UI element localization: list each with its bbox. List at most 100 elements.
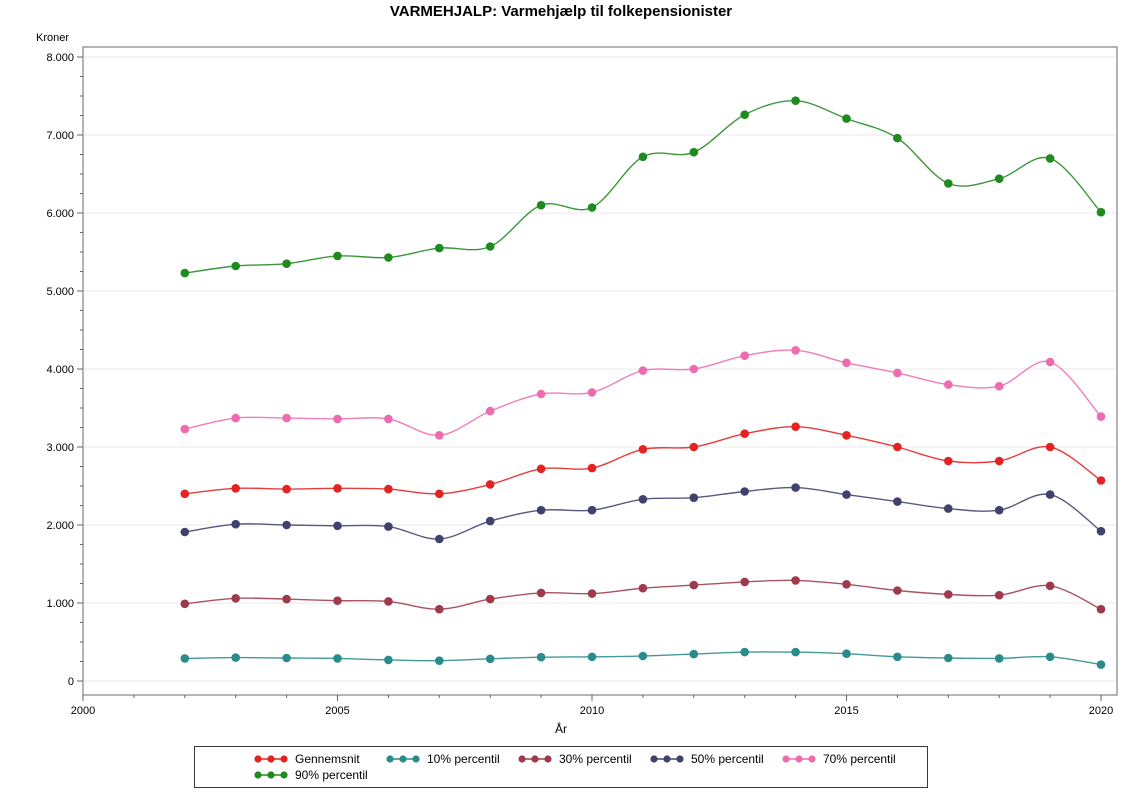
series-90-percentil [180,96,1106,278]
y-axis-title: Kroner [36,32,70,44]
legend-label: 90% percentil [295,768,368,782]
data-point [740,429,749,439]
data-point [1045,442,1055,452]
series-50-percentil [180,483,1106,544]
data-point [587,203,597,212]
data-point [740,647,749,657]
data-point [1045,154,1055,163]
data-point [231,413,240,423]
x-tick-label: 2000 [71,705,95,717]
data-point [994,381,1004,391]
data-point [384,253,393,262]
series-line [184,425,1102,495]
data-point [485,480,495,489]
data-point [791,576,800,585]
data-point [893,586,902,595]
legend-marker-icon [650,755,684,763]
data-point [1045,581,1055,591]
line-chart-plot-area: 0 1.000 2.000 3.000 4.000 5.000 6.000 7.000 8.00… [46,46,1118,717]
data-point [689,364,699,374]
data-point [485,654,495,664]
y-tick-label: 1.000 [46,598,74,610]
y-tick-label: 6.000 [46,208,74,220]
data-point [842,649,851,658]
data-point [231,484,240,493]
data-point [485,594,495,604]
data-point [842,431,851,440]
data-point [994,456,1004,466]
legend-marker-icon [518,755,552,763]
data-point [384,484,393,494]
data-point [1096,660,1106,669]
data-point [587,589,597,598]
data-point [791,483,800,492]
data-point [282,594,291,604]
data-point [842,114,851,123]
data-point [1096,604,1106,614]
data-point [893,497,902,506]
data-point [740,351,749,361]
legend-item-50-percentil: 50% percentil [649,751,781,767]
data-point [994,505,1004,515]
legend-label: 30% percentil [559,752,632,766]
data-point [638,651,648,661]
series-70-percentil [180,346,1106,440]
legend-label: Gennemsnit [295,752,360,766]
data-point [740,110,749,119]
series-line [184,99,1102,274]
data-point [1045,357,1055,367]
chart-legend: Gennemsnit 10% percentil 30% percentil 50% … [194,746,928,788]
data-point [1096,526,1106,536]
data-point [180,424,190,434]
data-point [1045,652,1055,662]
data-point [536,588,546,598]
data-point [893,133,902,143]
data-point [944,504,953,513]
data-point [842,490,851,499]
data-point [435,243,444,253]
data-point [791,647,800,657]
data-point [231,519,240,529]
data-point [435,656,444,665]
y-tick-label: 0 [68,676,74,688]
data-point [231,653,240,662]
y-tick-label: 7.000 [46,130,74,142]
data-point [435,534,444,544]
data-point [893,442,902,452]
plot-frame [82,46,1118,696]
data-point [893,652,902,662]
x-tick-label: 2005 [325,705,349,717]
x-axis-title: År [555,722,567,736]
legend-item-70-percentil: 70% percentil [781,751,913,767]
data-point [587,505,597,515]
y-tick-label: 4.000 [46,364,74,376]
data-point [180,654,190,663]
legend-item-90-percentil: 90% percentil [253,767,385,783]
data-point [485,242,495,251]
data-point [536,464,546,474]
data-point [638,152,648,162]
data-point [944,653,953,663]
data-point [740,487,749,496]
y-tick-label: 8.000 [46,52,74,64]
data-point [689,580,699,590]
data-point [282,653,291,663]
data-point [536,389,546,399]
legend-item-30-percentil: 30% percentil [517,751,649,767]
data-point [944,179,953,188]
data-point [689,493,699,503]
data-point [994,174,1004,183]
x-tick-label: 2015 [834,705,858,717]
data-point [994,590,1004,600]
series-10-percentil [180,647,1106,669]
data-point [333,521,342,531]
data-point [333,654,342,663]
data-point [842,580,851,589]
y-tick-label: 5.000 [46,286,74,298]
data-point [435,604,444,614]
data-point [485,516,495,526]
data-point [384,597,393,606]
data-point [435,489,444,499]
data-point [333,414,342,424]
data-point [231,261,240,271]
